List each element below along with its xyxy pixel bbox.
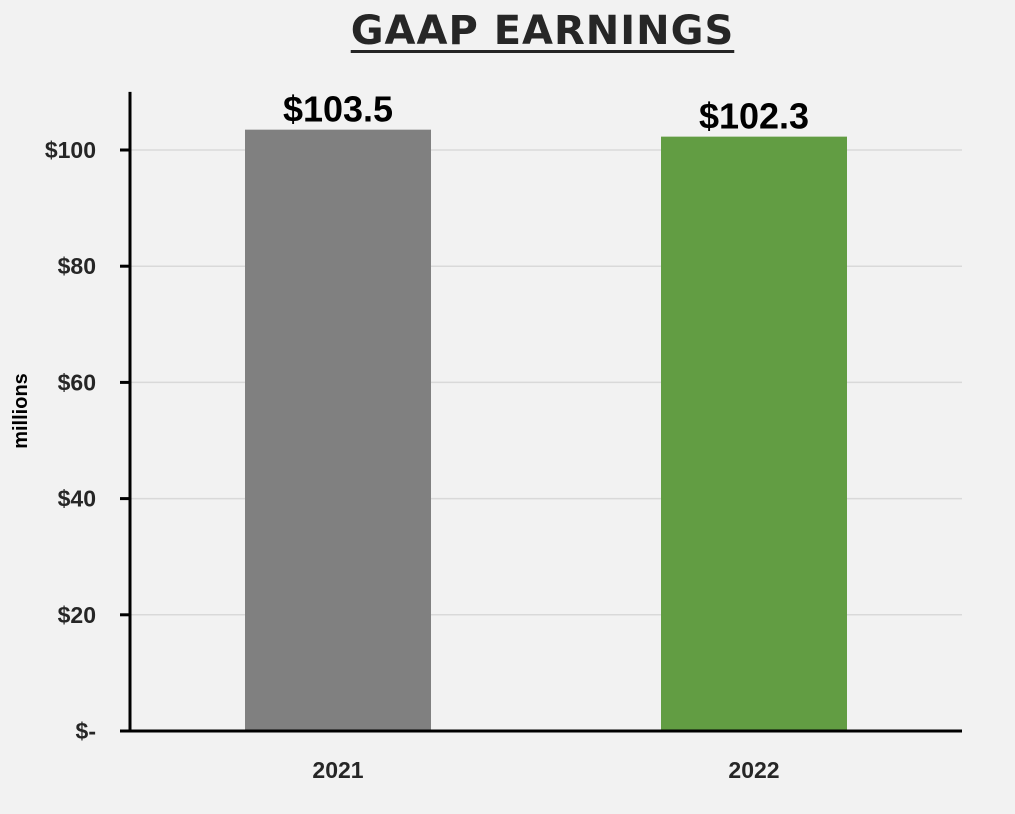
data-label-2021: $103.5 (283, 89, 393, 130)
y-tick-label: $20 (58, 602, 96, 628)
x-tick-label-2021: 2021 (312, 757, 363, 783)
data-labels: $103.5 $102.3 (283, 89, 809, 137)
y-tick-label: $60 (58, 369, 96, 395)
bar-2022 (661, 136, 847, 732)
data-label-2022: $102.3 (699, 96, 809, 137)
y-tick-label: $80 (58, 253, 96, 279)
y-axis-title: millions (10, 373, 32, 449)
y-tick-label: $100 (45, 137, 96, 163)
x-tick-labels: 2021 2022 (312, 757, 779, 783)
y-tick-labels: $- $20 $40 $60 $80 $100 (45, 137, 96, 744)
bar-2021 (245, 129, 431, 732)
x-tick-label-2022: 2022 (728, 757, 779, 783)
y-tick-label: $- (76, 718, 96, 744)
chart-title: GAAP EARNINGS (350, 8, 735, 54)
bars (245, 129, 847, 732)
axes (120, 91, 962, 733)
y-tick-label: $40 (58, 486, 96, 512)
